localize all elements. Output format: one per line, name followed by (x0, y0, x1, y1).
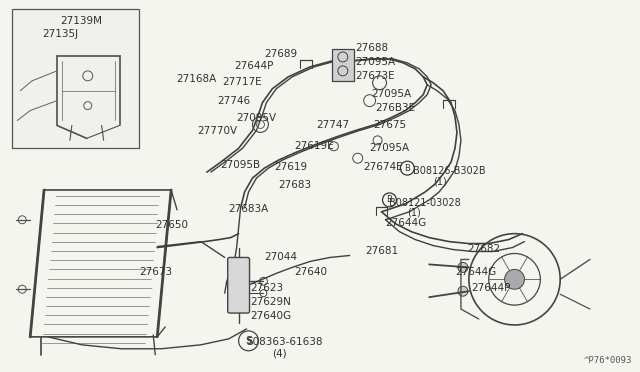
Text: 27746: 27746 (217, 96, 250, 106)
Bar (332, 49, 354, 81)
Text: 27629N: 27629N (250, 297, 291, 307)
Text: (1): (1) (407, 208, 421, 218)
Text: 27674E: 27674E (364, 162, 403, 172)
Text: 27135J: 27135J (42, 29, 78, 39)
Text: 27619: 27619 (275, 162, 307, 172)
Text: B: B (404, 164, 410, 173)
Text: 27717E: 27717E (223, 77, 262, 87)
Text: 27675: 27675 (374, 121, 407, 131)
Text: 27095A: 27095A (372, 89, 412, 99)
Text: 27683A: 27683A (228, 204, 269, 214)
Text: 27644P: 27644P (235, 61, 274, 71)
Text: B: B (387, 195, 392, 204)
Text: B08121-03028: B08121-03028 (390, 198, 461, 208)
Circle shape (458, 262, 468, 272)
Text: 27640G: 27640G (250, 311, 292, 321)
Bar (12, 9, 140, 148)
Text: 27673: 27673 (140, 267, 173, 278)
Text: 27673E: 27673E (356, 71, 396, 81)
Text: 27168A: 27168A (176, 74, 216, 84)
Text: 27095V: 27095V (237, 113, 276, 122)
Text: 27689: 27689 (264, 49, 298, 59)
Text: 27644G: 27644G (385, 218, 427, 228)
Text: (1): (1) (433, 176, 447, 186)
Text: 27095A: 27095A (356, 57, 396, 67)
Text: (4): (4) (273, 349, 287, 359)
Text: 27640: 27640 (294, 267, 327, 278)
Text: 27644G: 27644G (455, 267, 496, 278)
Text: S08363-61638: S08363-61638 (246, 337, 323, 347)
Text: 27650: 27650 (156, 220, 188, 230)
Circle shape (458, 286, 468, 296)
Text: 27688: 27688 (356, 43, 389, 53)
Text: B08126-B302B: B08126-B302B (413, 166, 486, 176)
Text: 27095B: 27095B (221, 160, 261, 170)
FancyBboxPatch shape (228, 257, 250, 313)
Text: 27681: 27681 (365, 246, 399, 256)
Text: 27747: 27747 (316, 121, 349, 131)
Text: 276B3E: 276B3E (376, 103, 416, 113)
Text: 27095A: 27095A (370, 143, 410, 153)
Text: 27623: 27623 (250, 283, 284, 293)
Text: 27683: 27683 (278, 180, 312, 190)
Text: 27619E: 27619E (294, 141, 334, 151)
Text: 27644P: 27644P (471, 283, 510, 293)
Text: 27770V: 27770V (197, 126, 237, 137)
Text: 27044: 27044 (264, 251, 298, 262)
Circle shape (504, 269, 524, 289)
Text: 27682: 27682 (467, 244, 500, 254)
Text: 27139M: 27139M (60, 16, 102, 26)
Text: ^P76*0093: ^P76*0093 (583, 356, 632, 365)
Text: S: S (245, 336, 252, 346)
